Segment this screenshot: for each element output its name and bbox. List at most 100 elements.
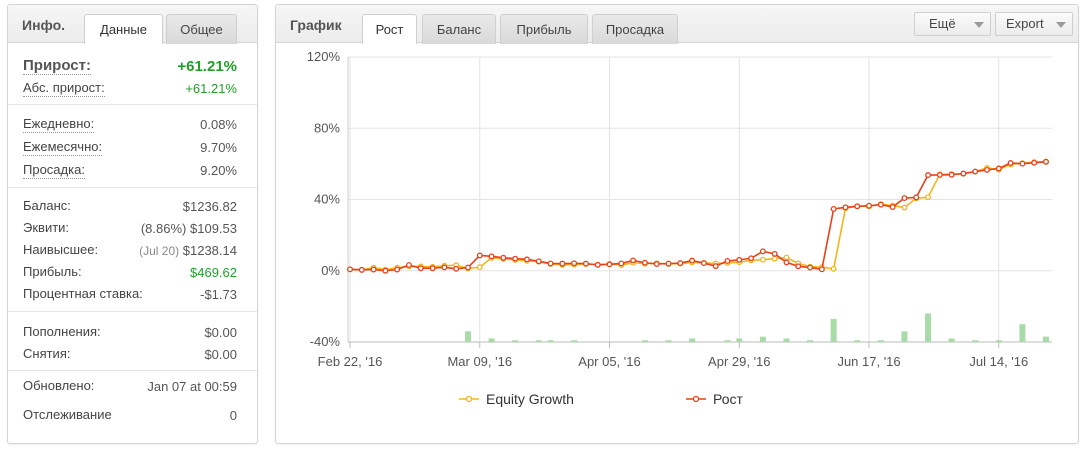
growth-point	[488, 253, 495, 260]
growth-point	[995, 165, 1002, 172]
volume-bar	[571, 340, 578, 342]
equity-growth-line	[349, 160, 1047, 271]
growth-point	[358, 266, 365, 273]
interest-label: Процентная ставка:	[23, 286, 143, 301]
equity-row: Эквити: (8.86%) $109.53	[23, 219, 237, 239]
equity-growth-point	[830, 265, 837, 272]
x-tick-label: Mar 09, '16	[447, 354, 512, 369]
tab-drawdown[interactable]: Просадка	[592, 14, 678, 44]
growth-point	[1043, 158, 1049, 165]
chart-title: График	[290, 17, 342, 33]
drawdown-label[interactable]: Просадка:	[23, 162, 85, 179]
withdrawals-value: $0.00	[204, 347, 237, 362]
growth-point	[972, 168, 979, 175]
tab-data[interactable]: Данные	[84, 14, 163, 44]
balance-value: $1236.82	[182, 199, 237, 214]
volume-bar	[488, 338, 495, 342]
growth-point	[795, 263, 802, 270]
tab-general[interactable]: Общее	[166, 14, 237, 44]
growth-point	[1031, 159, 1038, 166]
monthly-label[interactable]: Ежемесячно:	[23, 139, 103, 156]
volume-bar	[830, 318, 837, 342]
tab-growth[interactable]: Рост	[362, 14, 417, 44]
drawdown-row: Просадка: 9.20%	[23, 161, 237, 181]
growth-point	[653, 261, 660, 267]
x-tick-label: Jul 14, '16	[969, 354, 1028, 369]
growth-point	[512, 255, 519, 262]
highest-row: Наивысшее: (Jul 20) $1238.14	[23, 241, 237, 261]
volume-bar	[535, 340, 542, 342]
growth-point	[901, 195, 908, 202]
volume-bar	[724, 340, 731, 342]
volume-bar	[783, 338, 790, 342]
legend-label: Equity Growth	[486, 391, 574, 407]
withdrawals-label: Снятия:	[23, 346, 71, 361]
equity-percent: (8.86%)	[140, 221, 187, 236]
growth-point	[523, 256, 530, 263]
transfers-section: Пополнения: $0.00 Снятия: $0.00	[8, 312, 257, 371]
growth-point	[582, 260, 589, 267]
legend-swatch-marker	[692, 395, 700, 403]
growth-point	[842, 204, 849, 211]
volume-bar	[972, 340, 979, 342]
tab-balance[interactable]: Баланс	[422, 14, 496, 44]
growth-point	[724, 258, 731, 264]
abs-growth-label[interactable]: Абс. прирост:	[23, 80, 105, 97]
abs-growth-row: Абс. прирост: +61.21%	[23, 79, 237, 99]
growth-point	[948, 171, 955, 178]
tab-profit[interactable]: Прибыль	[500, 14, 588, 44]
y-tick-label: 40%	[314, 192, 340, 207]
growth-point	[748, 255, 755, 262]
export-dropdown[interactable]: Export	[995, 12, 1073, 36]
legend-swatch-marker	[465, 395, 473, 403]
balance-row: Баланс: $1236.82	[23, 197, 237, 217]
updated-value: Jan 07 at 00:59	[147, 379, 237, 394]
growth-point	[476, 252, 483, 259]
growth-point	[594, 261, 601, 268]
monthly-value: 9.70%	[200, 140, 237, 155]
growth-point	[618, 260, 625, 267]
y-tick-label: 120%	[307, 49, 341, 64]
profit-label: Прибыль:	[23, 264, 82, 279]
growth-point	[913, 194, 920, 201]
info-title: Инфо.	[22, 17, 66, 33]
growth-point	[441, 264, 448, 271]
growth-point	[1007, 160, 1014, 166]
growth-point	[559, 260, 566, 267]
volume-bar	[547, 340, 554, 342]
growth-row: Прирост: +61.21%	[23, 57, 237, 77]
chart-panel: График Рост Баланс Прибыль Просадка Ещё …	[275, 4, 1079, 444]
info-panel: Инфо. Данные Общее Прирост: +61.21% Абс.…	[7, 4, 258, 444]
growth-point	[700, 260, 707, 267]
chevron-down-icon	[974, 22, 984, 28]
growth-point	[689, 257, 696, 264]
volume-bar	[641, 340, 648, 342]
highest-value-group: (Jul 20) $1238.14	[139, 241, 237, 261]
drawdown-value: 9.20%	[200, 163, 237, 178]
growth-label[interactable]: Прирост:	[23, 57, 91, 75]
more-dropdown[interactable]: Ещё	[914, 12, 991, 36]
daily-label[interactable]: Ежедневно:	[23, 116, 95, 133]
withdrawals-row: Снятия: $0.00	[23, 345, 237, 365]
deposits-label: Пополнения:	[23, 324, 101, 339]
interest-value: -$1.73	[200, 287, 237, 302]
volume-bar	[1019, 324, 1026, 342]
equity-value: $109.53	[190, 221, 237, 236]
growth-point	[783, 259, 790, 266]
growth-point	[406, 262, 412, 268]
chart-tabbar: График Рост Баланс Прибыль Просадка Ещё …	[276, 5, 1078, 44]
balance-label: Баланс:	[23, 198, 71, 213]
growth-point	[771, 250, 778, 257]
volume-bar	[877, 340, 884, 342]
balance-section: Баланс: $1236.82 Эквити: (8.86%) $109.53…	[8, 188, 257, 312]
profit-row: Прибыль: $469.62	[23, 263, 237, 283]
volume-bar	[1043, 336, 1049, 342]
growth-point	[818, 266, 825, 273]
volume-bar	[925, 313, 932, 342]
x-tick-label: Apr 05, '16	[578, 354, 640, 369]
x-tick-label: Apr 29, '16	[708, 354, 770, 369]
equity-growth-point	[901, 204, 908, 211]
tracking-label: Отслеживание	[23, 407, 112, 422]
equity-growth-point	[476, 264, 483, 271]
deposits-row: Пополнения: $0.00	[23, 323, 237, 343]
